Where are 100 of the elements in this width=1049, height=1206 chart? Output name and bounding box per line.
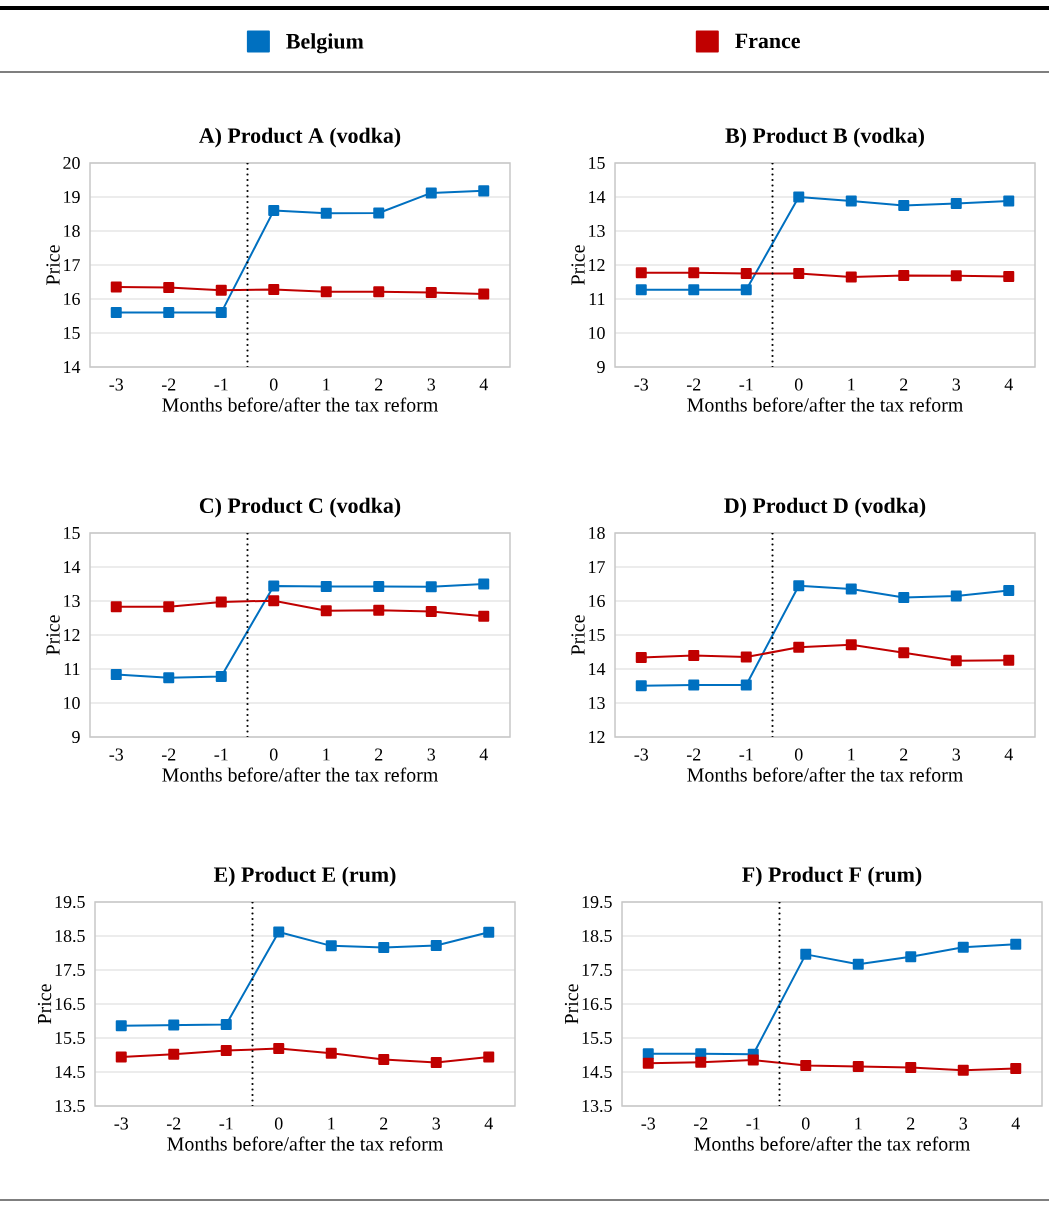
point <box>215 596 227 608</box>
point <box>852 958 864 970</box>
point <box>215 284 227 296</box>
x-tick-label: 0 <box>269 378 278 391</box>
point <box>898 647 910 659</box>
x-tick-label: 1 <box>328 1117 335 1130</box>
x-tick-label: 4 <box>1004 748 1013 761</box>
x-tick-label: 2 <box>900 748 908 761</box>
x-tick-label: 1 <box>848 378 855 391</box>
point <box>215 307 227 319</box>
x-tick-label: 0 <box>794 378 803 391</box>
point <box>957 1064 969 1076</box>
x-axis-title: Months before/after the tax reform <box>162 767 439 782</box>
x-tick-label: 1 <box>855 1117 862 1130</box>
x-tick-label: 3 <box>432 1117 441 1130</box>
point <box>168 1019 180 1031</box>
y-tick-label: 17.5 <box>582 963 612 977</box>
x-axis-title: Months before/after the tax reform <box>167 1136 444 1151</box>
point <box>430 1056 442 1068</box>
y-tick-label: 18 <box>589 526 605 540</box>
point <box>273 926 285 938</box>
y-tick-label: 14 <box>64 361 81 373</box>
y-tick-label: 11 <box>64 663 80 675</box>
point <box>950 197 962 209</box>
y-tick-label: 14.5 <box>55 1065 85 1079</box>
point <box>320 580 332 592</box>
point <box>852 1061 864 1073</box>
point <box>478 288 490 300</box>
point <box>898 199 910 211</box>
y-tick-label: 18.5 <box>582 929 612 943</box>
x-tick-label: -1 <box>214 748 228 761</box>
point <box>1003 271 1015 283</box>
x-tick-label: 0 <box>274 1117 283 1130</box>
y-tick-label: 14 <box>64 561 81 573</box>
point <box>478 185 490 197</box>
point <box>635 267 647 279</box>
y-axis-title: Price <box>571 615 585 655</box>
y-tick-label: 16 <box>589 594 605 608</box>
y-tick-label: 11 <box>589 293 605 305</box>
x-axis-title: Months before/after the tax reform <box>694 1136 971 1151</box>
x-tick-label: 1 <box>848 748 855 761</box>
point <box>688 284 700 296</box>
x-tick-label: 3 <box>959 1117 968 1130</box>
y-tick-label: 18 <box>64 224 80 238</box>
x-tick-label: 2 <box>907 1117 915 1130</box>
point <box>898 592 910 604</box>
point <box>320 605 332 617</box>
y-tick-label: 12 <box>589 259 605 271</box>
y-tick-label: 15.5 <box>582 1031 612 1045</box>
x-tick-label: -1 <box>214 378 228 391</box>
x-tick-label: 2 <box>375 378 383 391</box>
y-tick-label: 9 <box>72 730 80 744</box>
point <box>168 1048 180 1060</box>
point <box>695 1056 707 1068</box>
point <box>845 195 857 207</box>
chart-title: F) Product F (rum) <box>742 866 922 887</box>
point <box>325 940 337 952</box>
y-tick-label: 14.5 <box>582 1065 612 1079</box>
x-tick-label: 4 <box>479 748 488 761</box>
y-tick-label: 19.5 <box>582 895 612 909</box>
point <box>220 1018 232 1030</box>
y-tick-label: 17 <box>64 259 80 271</box>
point <box>957 941 969 953</box>
point <box>898 270 910 282</box>
point <box>1003 654 1015 666</box>
point <box>220 1045 232 1057</box>
y-tick-label: 13 <box>64 594 80 608</box>
chart-title: C) Product C (vodka) <box>199 497 401 518</box>
point <box>793 641 805 653</box>
point <box>845 271 857 283</box>
y-axis-title: Price <box>46 615 60 655</box>
point <box>905 1062 917 1074</box>
point <box>478 578 490 590</box>
y-tick-label: 15.5 <box>55 1031 85 1045</box>
x-tick-label: -2 <box>166 1117 181 1130</box>
x-tick-label: 2 <box>375 748 383 761</box>
point <box>950 655 962 667</box>
point <box>950 270 962 282</box>
point <box>373 580 385 592</box>
point <box>688 267 700 279</box>
y-tick-label: 17.5 <box>55 963 85 977</box>
x-tick-label: -3 <box>114 1117 129 1130</box>
y-tick-label: 15 <box>589 628 605 641</box>
point <box>320 286 332 298</box>
x-axis-title: Months before/after the tax reform <box>687 397 964 412</box>
point <box>793 267 805 279</box>
y-axis-title: Price <box>37 984 52 1024</box>
y-tick-label: 20 <box>63 156 80 170</box>
point <box>1003 584 1015 596</box>
point <box>425 606 437 618</box>
x-tick-label: -3 <box>634 748 649 761</box>
y-tick-label: 15 <box>64 326 80 339</box>
chart-title: A) Product A (vodka) <box>199 127 401 148</box>
point <box>635 284 647 296</box>
x-tick-label: -3 <box>634 378 649 391</box>
x-tick-label: 4 <box>1004 378 1013 391</box>
x-axis-title: Months before/after the tax reform <box>687 767 964 782</box>
point <box>688 649 700 661</box>
point <box>483 1051 495 1063</box>
x-tick-label: 4 <box>484 1117 493 1130</box>
